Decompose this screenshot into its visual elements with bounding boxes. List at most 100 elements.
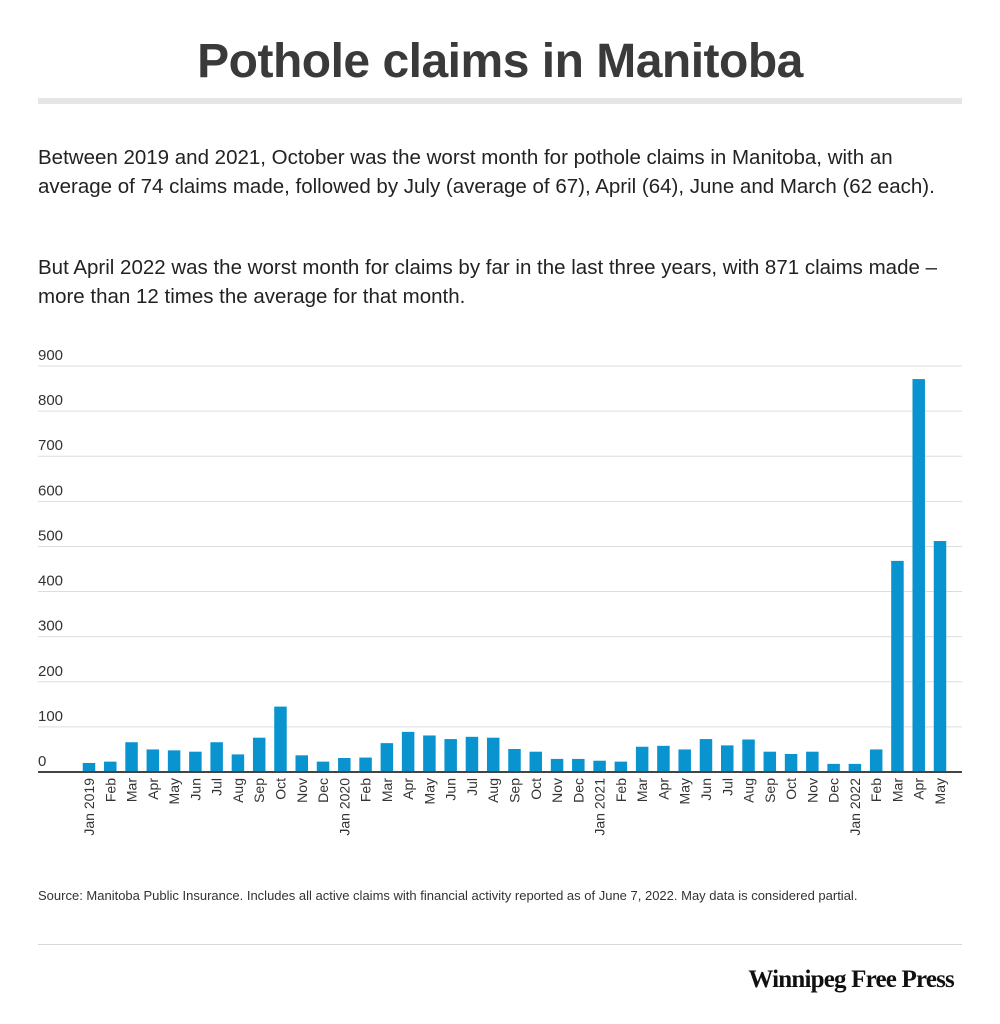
bar	[423, 735, 436, 772]
bar	[784, 753, 798, 772]
y-axis-ticks: 0 100 200 300 400 500 600 700 800 900	[38, 347, 63, 770]
x-tick-label: Jan 2020	[336, 778, 352, 836]
y-tick-label: 400	[38, 573, 63, 590]
x-tick-label: Jul	[209, 778, 225, 796]
x-tick-label: Oct	[272, 778, 288, 800]
x-axis-ticks: Jan 2019 Feb Mar Apr May Jun Jul Aug Sep Oct Nov De…	[81, 778, 948, 836]
bar	[721, 745, 734, 772]
bar	[359, 757, 372, 772]
bar	[933, 541, 947, 772]
x-tick-label: Aug	[741, 778, 757, 803]
bar	[252, 737, 266, 772]
x-tick-label: Feb	[358, 778, 374, 802]
bar	[295, 755, 308, 772]
bar	[82, 762, 96, 772]
x-tick-label: Apr	[400, 778, 416, 800]
bar	[125, 742, 138, 772]
y-tick-label: 100	[38, 708, 63, 725]
x-tick-label: Jan 2022	[847, 778, 863, 836]
bar	[104, 761, 117, 772]
bar	[444, 739, 457, 772]
x-tick-label: Oct	[528, 778, 544, 800]
x-tick-label: Apr	[145, 778, 161, 800]
x-tick-label: Jan 2019	[81, 778, 97, 836]
bar	[465, 736, 479, 772]
publisher-logo: Winnipeg Free Press	[748, 966, 954, 993]
bar	[316, 761, 330, 772]
bar	[593, 760, 606, 772]
bar	[572, 758, 585, 772]
bar	[657, 745, 670, 772]
bar	[912, 379, 925, 772]
bar	[806, 751, 819, 772]
x-tick-label: May	[932, 778, 948, 804]
y-tick-label: 800	[38, 392, 63, 409]
y-tick-label: 600	[38, 482, 63, 499]
x-tick-label: Sep	[251, 778, 267, 803]
x-tick-label: Mar	[124, 778, 140, 802]
gridlines	[38, 365, 962, 728]
x-tick-label: Dec	[570, 778, 586, 803]
footer-divider	[38, 944, 962, 945]
bar	[401, 731, 415, 772]
bars	[82, 379, 947, 772]
x-tick-label: Jun	[443, 778, 459, 801]
title-divider	[38, 98, 962, 104]
x-tick-label: Nov	[549, 778, 565, 803]
x-tick-label: Feb	[868, 778, 884, 802]
bar	[189, 751, 202, 772]
y-tick-label: 300	[38, 618, 63, 635]
bar	[508, 748, 521, 772]
chart-title: Pothole claims in Manitoba	[197, 35, 803, 88]
x-tick-label: Dec	[315, 778, 331, 803]
bar	[742, 739, 755, 772]
bar	[274, 706, 287, 772]
x-tick-label: Aug	[485, 778, 501, 803]
bar	[891, 560, 904, 772]
bar	[635, 746, 649, 772]
bar	[380, 743, 394, 772]
y-tick-label: 900	[38, 347, 63, 364]
x-tick-label: May	[166, 778, 182, 804]
x-tick-label: Sep	[762, 778, 778, 803]
x-tick-label: Mar	[379, 778, 395, 802]
x-tick-label: Jul	[719, 778, 735, 796]
bar	[699, 739, 713, 772]
x-tick-label: Dec	[826, 778, 842, 803]
x-tick-label: Mar	[889, 778, 905, 802]
bar	[210, 742, 223, 772]
x-tick-label: May	[677, 778, 693, 804]
bar	[827, 763, 840, 772]
source-note: Source: Manitoba Public Insurance. Inclu…	[38, 888, 858, 903]
x-tick-label: Jun	[698, 778, 714, 801]
bar	[848, 763, 862, 772]
y-tick-label: 0	[38, 753, 46, 770]
y-tick-label: 500	[38, 527, 63, 544]
x-tick-label: Jan 2021	[592, 778, 608, 836]
x-tick-label: Sep	[507, 778, 523, 803]
x-tick-label: Nov	[294, 778, 310, 803]
y-tick-label: 200	[38, 663, 63, 680]
bar-chart: 0 100 200 300 400 500 600 700 800 900 Jan 2019 Feb…	[38, 347, 962, 836]
bar	[550, 758, 564, 772]
x-tick-label: Mar	[634, 778, 650, 802]
bar	[338, 758, 351, 772]
x-tick-label: Aug	[230, 778, 246, 803]
x-tick-label: Oct	[783, 778, 799, 800]
x-tick-label: May	[421, 778, 437, 804]
bar	[146, 749, 160, 772]
intro-paragraph-1: Between 2019 and 2021, October was the w…	[38, 146, 935, 198]
x-tick-label: Feb	[613, 778, 629, 802]
x-tick-label: Feb	[102, 778, 118, 802]
bar	[869, 749, 883, 772]
bar	[167, 750, 181, 772]
x-tick-label: Apr	[655, 778, 671, 800]
x-tick-label: Nov	[804, 778, 820, 803]
bar	[529, 751, 543, 772]
bar	[486, 737, 500, 772]
y-tick-label: 700	[38, 437, 63, 454]
bar	[614, 761, 628, 772]
bar	[763, 751, 777, 772]
x-tick-label: Jul	[464, 778, 480, 796]
bar	[678, 749, 691, 772]
